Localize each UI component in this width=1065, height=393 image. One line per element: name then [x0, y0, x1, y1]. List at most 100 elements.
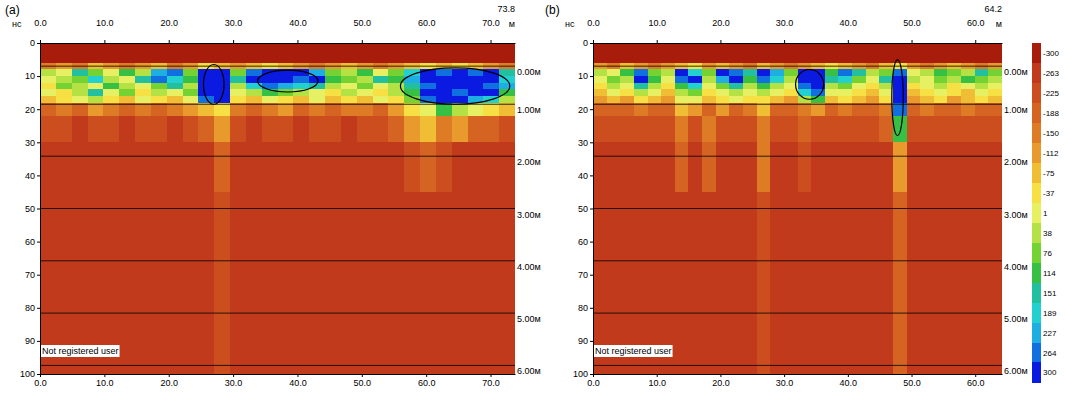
- cell: [183, 69, 199, 76]
- tick: 20: [25, 105, 40, 115]
- cell: [593, 69, 607, 76]
- cell: [357, 103, 373, 117]
- colorbar-label: 1: [1043, 209, 1048, 218]
- cell: [230, 43, 246, 63]
- tick-mark: [37, 175, 40, 176]
- cell: [607, 142, 621, 192]
- cell: [436, 76, 452, 83]
- cell: [293, 142, 309, 192]
- panel: Not registered user0.010.020.030.040.050…: [5, 3, 541, 388]
- tick: 20.0: [712, 374, 730, 388]
- grid-line: [40, 156, 515, 157]
- tick-label: 50.0: [354, 18, 372, 28]
- cell: [947, 43, 961, 63]
- cell: [907, 69, 921, 76]
- cell: [499, 192, 515, 374]
- cell: [729, 89, 743, 96]
- x-axis-bottom: 0.010.020.030.040.050.060.0: [587, 374, 1002, 388]
- axis-line: [40, 44, 41, 375]
- cell: [357, 76, 373, 83]
- tick: 50.0: [903, 374, 921, 388]
- y-axis: 0102030405060708090100: [573, 38, 594, 379]
- cell: [688, 83, 702, 90]
- colorbar-label: 114: [1043, 269, 1056, 278]
- cell: [246, 103, 262, 117]
- cell: [607, 69, 621, 76]
- cell: [716, 89, 730, 96]
- cell: [436, 192, 452, 374]
- cell: [961, 76, 975, 83]
- cell: [757, 89, 771, 96]
- cell: [40, 43, 56, 63]
- cell: [688, 96, 702, 103]
- cell: [341, 43, 357, 63]
- cell: [468, 116, 484, 143]
- cell: [278, 96, 294, 103]
- cell: [648, 96, 662, 103]
- cell: [452, 69, 468, 76]
- cell: [838, 69, 852, 76]
- cell: [879, 192, 893, 374]
- depth-label: 1.00м: [1004, 105, 1028, 115]
- cell: [743, 83, 757, 90]
- cell: [798, 192, 812, 374]
- cell: [183, 103, 199, 117]
- cell: [593, 76, 607, 83]
- tick: 30: [578, 138, 593, 148]
- cell: [72, 116, 88, 143]
- colorbar-swatch: [1032, 283, 1041, 303]
- cell: [293, 103, 309, 117]
- cell: [246, 69, 262, 76]
- x-unit: м: [509, 19, 515, 29]
- cell: [757, 76, 771, 83]
- axis-line: [41, 374, 516, 375]
- colorbar-label: 300: [1043, 368, 1057, 377]
- cell: [230, 76, 246, 83]
- cell: [893, 76, 907, 83]
- cell: [388, 96, 404, 103]
- depth-label: 5.00м: [517, 314, 541, 324]
- cell: [934, 142, 948, 192]
- tick: 30.0: [776, 374, 794, 388]
- cell: [961, 192, 975, 374]
- cell: [103, 96, 119, 103]
- colorbar-label: -300: [1043, 49, 1060, 58]
- tick-label: 90: [25, 336, 35, 346]
- cell: [183, 89, 199, 96]
- colorbar-swatch: [1032, 243, 1041, 263]
- cell: [262, 192, 278, 374]
- cell: [634, 69, 648, 76]
- depth-label: 5.00м: [1004, 314, 1028, 324]
- cell: [262, 103, 278, 117]
- cell: [404, 89, 420, 96]
- tick-label: 90: [578, 336, 588, 346]
- cell: [325, 89, 341, 96]
- colorbar-swatch: [1032, 103, 1041, 123]
- cell: [811, 43, 825, 63]
- cell: [452, 142, 468, 192]
- grid-line: [593, 156, 1002, 157]
- cell: [388, 83, 404, 90]
- cell: [468, 103, 484, 117]
- colorbar-swatch: [1032, 163, 1041, 183]
- tick-mark: [848, 374, 849, 377]
- cell: [404, 192, 420, 374]
- tick-label: 60: [25, 237, 35, 247]
- tick: 20: [578, 105, 593, 115]
- cell: [135, 43, 151, 63]
- cell: [879, 76, 893, 83]
- cell: [373, 96, 389, 103]
- cell: [607, 43, 621, 63]
- cell: [866, 69, 880, 76]
- tick: 50.0: [354, 18, 372, 43]
- tick: 50.0: [354, 374, 372, 388]
- colorbar-label: -37: [1043, 189, 1055, 198]
- cell: [309, 96, 325, 103]
- cell: [135, 96, 151, 103]
- cell: [119, 192, 135, 374]
- colorbar: -300-263-225-188-150-112-75-371387611415…: [1032, 43, 1060, 383]
- cell: [214, 76, 230, 83]
- tick: 0.0: [587, 374, 600, 388]
- tick-label: 0: [583, 38, 588, 48]
- cell: [230, 116, 246, 143]
